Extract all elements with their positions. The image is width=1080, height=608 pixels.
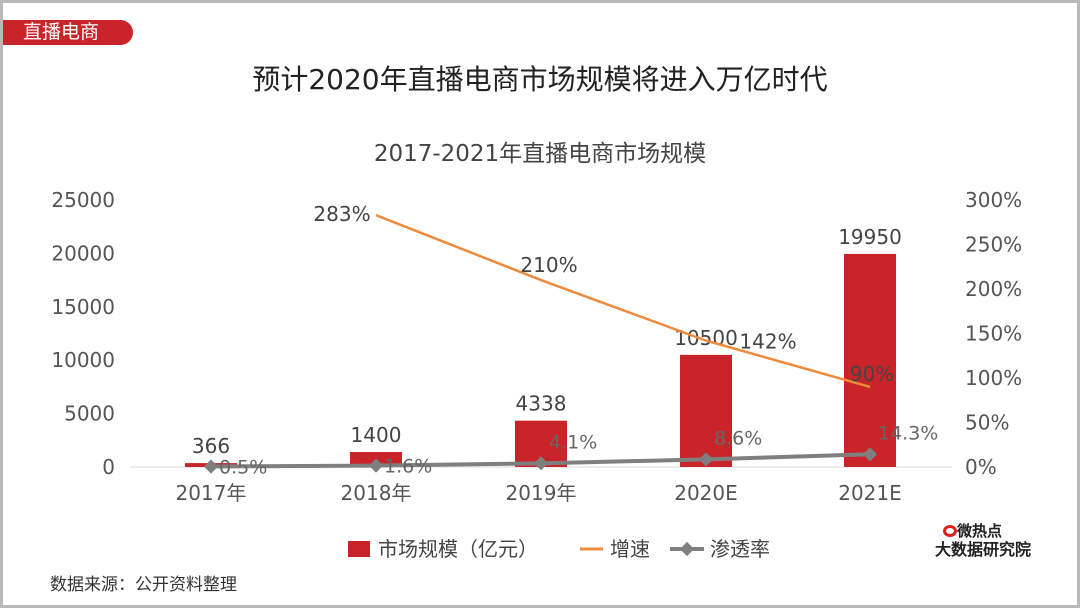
x-tick-label: 2017年 [176, 481, 247, 505]
y-tick-label: 20000 [51, 241, 115, 265]
y2-tick-label: 100% [965, 366, 1022, 390]
bar-data-label: 19950 [838, 225, 902, 249]
y-tick-label: 0 [102, 455, 115, 479]
legend-label: 渗透率 [710, 537, 770, 561]
logo-line2: 大数据研究院 [935, 540, 1032, 559]
growth-data-label: 283% [313, 202, 370, 226]
legend-marker-penetration [679, 541, 695, 557]
logo: 微热点 大数据研究院 [935, 522, 1031, 560]
bar-data-label: 366 [192, 434, 230, 458]
y2-tick-label: 50% [965, 411, 1009, 435]
legend-label: 市场规模（亿元） [378, 537, 538, 561]
growth-line [375, 213, 871, 389]
y-tick-label: 10000 [51, 348, 115, 372]
page-title: 预计2020年直播电商市场规模将进入万亿时代 [252, 63, 828, 96]
growth-data-label: 90% [850, 362, 894, 386]
source-note: 数据来源：公开资料整理 [50, 575, 237, 595]
penetration-data-label: 0.5% [219, 457, 267, 479]
y2-tick-label: 200% [965, 277, 1022, 301]
chart-title: 2017-2021年直播电商市场规模 [374, 141, 706, 167]
section-tag: 直播电商 [3, 20, 133, 45]
bar [844, 253, 896, 467]
x-tick-label: 2018年 [341, 481, 412, 505]
x-tick-label: 2021E [838, 481, 902, 505]
weibo-eye-icon [943, 525, 957, 537]
penetration-marker [698, 452, 714, 467]
y2-tick-label: 300% [965, 188, 1022, 212]
bar [680, 354, 732, 467]
penetration-data-label: 1.6% [384, 456, 432, 478]
x-tick-label: 2019年 [506, 481, 577, 505]
penetration-marker [368, 458, 384, 473]
penetration-data-label: 14.3% [878, 422, 938, 444]
logo-line1: 微热点 [957, 522, 1003, 540]
bar-data-label: 4338 [516, 392, 567, 416]
legend-label: 增速 [610, 537, 650, 561]
bar-data-label: 1400 [351, 423, 402, 447]
y2-tick-label: 150% [965, 322, 1022, 346]
penetration-data-label: 8.6% [714, 427, 762, 449]
penetration-marker [533, 456, 549, 471]
y-tick-label: 15000 [51, 295, 115, 319]
y2-tick-label: 250% [965, 233, 1022, 257]
x-tick-label: 2020E [674, 481, 738, 505]
y-tick-label: 25000 [51, 188, 115, 212]
penetration-data-label: 4.1% [549, 431, 597, 453]
y2-tick-label: 0% [965, 455, 997, 479]
y-tick-label: 5000 [64, 402, 115, 426]
legend-swatch-bar [348, 541, 370, 557]
growth-data-label: 210% [520, 253, 577, 277]
growth-data-label: 142% [739, 330, 796, 354]
penetration-marker [203, 459, 219, 474]
penetration-marker [862, 447, 878, 462]
